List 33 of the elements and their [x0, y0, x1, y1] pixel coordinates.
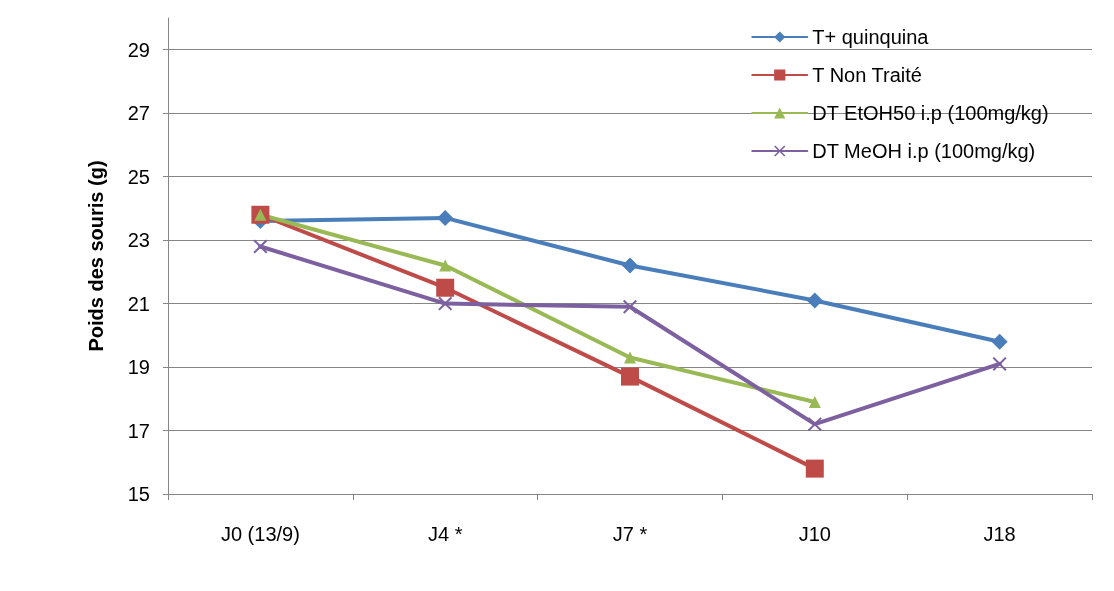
legend-label: T Non Traité	[812, 64, 922, 86]
point	[807, 417, 822, 432]
point	[806, 292, 823, 309]
x-tick-label: J4 *	[427, 523, 463, 545]
y-tick-label: 23	[127, 229, 150, 252]
x-tick-label: J10	[798, 523, 831, 545]
x-tick-label: J18	[983, 523, 1016, 545]
point	[991, 333, 1008, 350]
point	[621, 367, 639, 386]
y-tick-label: 29	[127, 38, 150, 61]
y-tick-label: 25	[127, 165, 150, 188]
point	[623, 299, 637, 314]
legend-label: DT EtOH50 i.p (100mg/kg)	[812, 102, 1049, 124]
point	[808, 395, 821, 408]
y-tick-label: 21	[127, 292, 150, 315]
point	[624, 351, 636, 364]
y-tick-label: 19	[127, 356, 150, 379]
y-tick-label: 17	[127, 419, 150, 442]
x-tick-label: J7 *	[612, 523, 648, 545]
point	[805, 459, 824, 478]
point	[438, 296, 453, 311]
point	[437, 209, 454, 226]
legend-label: T+ quinquina	[812, 26, 930, 48]
point	[992, 356, 1007, 371]
point	[622, 257, 638, 274]
legend-label: DT MeOH i.p (100mg/kg)	[812, 140, 1036, 162]
y-axis-title: Poids des souris (g)	[85, 160, 107, 352]
y-tick-label: 27	[127, 102, 150, 125]
x-tick-label: J0 (13/9)	[220, 523, 300, 545]
point	[439, 259, 452, 272]
point	[253, 239, 268, 254]
y-tick-label: 15	[127, 483, 150, 505]
point	[436, 278, 455, 297]
